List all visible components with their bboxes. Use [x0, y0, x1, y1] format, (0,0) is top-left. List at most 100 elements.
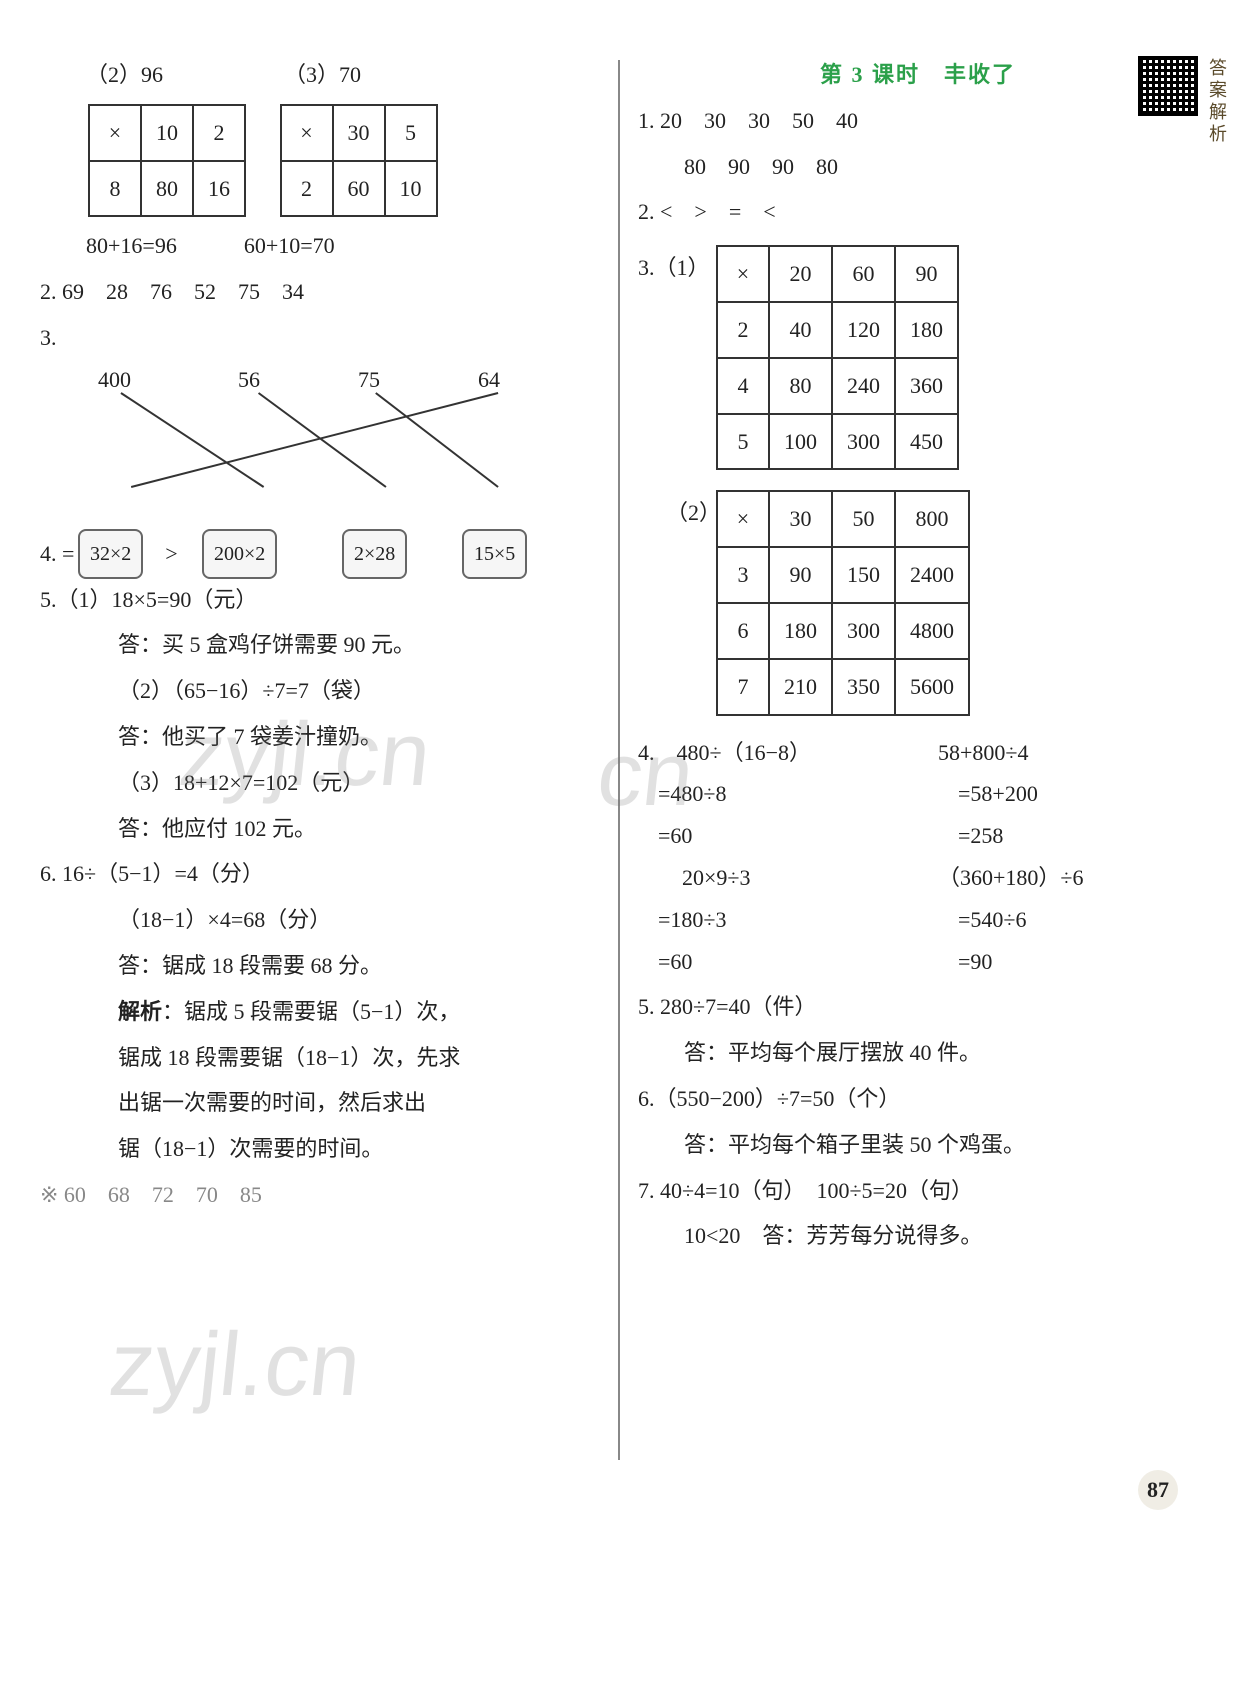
q6-2: （18−1）×4=68（分）: [40, 899, 600, 941]
cell: 80: [769, 358, 832, 414]
r-q5-2: 答：平均每个展厅摆放 40 件。: [638, 1032, 1198, 1074]
r-q6-1: 6.（550−200）÷7=50（个）: [638, 1078, 1198, 1120]
cell: 5600: [895, 659, 969, 715]
q4-block2: 20×9÷3 =180÷3 =60 （360+180）÷6 =540÷6 =90: [638, 857, 1198, 982]
line: =58+200: [938, 773, 1198, 815]
q3b-label: （2）: [666, 492, 721, 534]
bottom-box: 2×28: [342, 529, 407, 579]
q6-3: 答：锯成 18 段需要 68 分。: [40, 945, 600, 987]
cell: 20: [769, 246, 832, 302]
table-b: ×305 26010: [280, 104, 438, 218]
q6-exp1: 解析：锯成 5 段需要锯（5−1）次，: [40, 991, 600, 1033]
line-2-96: （2）96 （3）70: [40, 54, 600, 96]
q5-3: （3）18+12×7=102（元）: [40, 762, 600, 804]
cell: 16: [193, 161, 245, 217]
q1b: 80 90 90 80: [638, 146, 1198, 188]
line: =540÷6: [938, 899, 1198, 941]
cell: 210: [769, 659, 832, 715]
matching-lines: [70, 359, 600, 529]
label-jiexi: 解析: [118, 999, 162, 1024]
cell: 300: [832, 414, 895, 470]
cell: 100: [769, 414, 832, 470]
table-3b: ×3050800 3901502400 61803004800 72103505…: [716, 490, 970, 715]
table3a-wrap: 3.（1） ×206090 240120180 480240360 510030…: [662, 241, 1198, 474]
cell: 5: [717, 414, 769, 470]
cell: 8: [89, 161, 141, 217]
cell: 30: [333, 105, 385, 161]
cell: ×: [281, 105, 333, 161]
cell: 350: [832, 659, 895, 715]
q6-exp3: 出锯一次需要的时间，然后求出: [40, 1082, 600, 1124]
lesson-title: 第 3 课时 丰收了: [638, 54, 1198, 96]
column-divider: [618, 60, 620, 1460]
star-row: ※ 60 68 72 70 85: [40, 1174, 600, 1216]
r-q5-1: 5. 280÷7=40（件）: [638, 986, 1198, 1028]
cell: 150: [832, 547, 895, 603]
matching-diagram: 400 56 75 64 32×2 200×2 2×28 15×5: [70, 359, 600, 529]
r-q2: 2. < > = <: [638, 191, 1198, 233]
q5-2-ans: 答：他买了 7 袋姜汁撞奶。: [40, 716, 600, 758]
line: 58+800÷4: [938, 732, 1198, 774]
table3b-wrap: （2） ×3050800 3901502400 61803004800 7210…: [662, 486, 1198, 719]
q1a: 1. 20 30 30 50 40: [638, 100, 1198, 142]
cell: 7: [717, 659, 769, 715]
cell: 360: [895, 358, 958, 414]
cell: 3: [717, 547, 769, 603]
cell: 40: [769, 302, 832, 358]
q2: 2. 69 28 76 52 75 34: [40, 271, 600, 313]
page: （2）96 （3）70 ×102 88016 ×305 26010 80+16=…: [40, 50, 1210, 1460]
q3a-label: 3.（1）: [638, 247, 710, 289]
cell: 90: [895, 246, 958, 302]
cell: 180: [895, 302, 958, 358]
q5-1-ans: 答：买 5 盒鸡仔饼需要 90 元。: [40, 624, 600, 666]
table-a: ×102 88016: [88, 104, 246, 218]
watermark: zyjl.cn: [101, 1280, 369, 1451]
cell: 90: [769, 547, 832, 603]
r-q7-2: 10<20 答：芳芳每分说得多。: [638, 1215, 1198, 1257]
cell: 180: [769, 603, 832, 659]
cell: 6: [717, 603, 769, 659]
cell: 2: [193, 105, 245, 161]
qr-code-icon: [1138, 56, 1198, 116]
cell: 50: [832, 491, 895, 547]
line: =258: [938, 815, 1198, 857]
cell: 60: [832, 246, 895, 302]
cell: 10: [385, 161, 437, 217]
cell: 2: [281, 161, 333, 217]
cell: 4800: [895, 603, 969, 659]
cell: 2: [717, 302, 769, 358]
text: ：锯成 5 段需要锯（5−1）次，: [162, 999, 460, 1024]
right-column: 答案解析 第 3 课时 丰收了 1. 20 30 30 50 40 80 90 …: [638, 50, 1198, 1460]
cell: 2400: [895, 547, 969, 603]
cell: 60: [333, 161, 385, 217]
text: （2）96: [86, 62, 163, 87]
cell: 240: [832, 358, 895, 414]
text: 60+10=70: [244, 233, 335, 258]
cell: ×: [717, 246, 769, 302]
text: （3）70: [284, 62, 361, 87]
tables-pair: ×102 88016 ×305 26010: [40, 100, 446, 222]
cell: 800: [895, 491, 969, 547]
line: =90: [938, 941, 1198, 983]
q5-2: （2）（65−16）÷7=7（袋）: [40, 670, 600, 712]
line: =60: [638, 941, 898, 983]
r-q6-2: 答：平均每个箱子里装 50 个鸡蛋。: [638, 1124, 1198, 1166]
line: =480÷8: [638, 773, 898, 815]
cell: 30: [769, 491, 832, 547]
q6-1: 6. 16÷（5−1）=4（分）: [40, 853, 600, 895]
cell: 120: [832, 302, 895, 358]
r-q7-1: 7. 40÷4=10（句） 100÷5=20（句）: [638, 1170, 1198, 1212]
sum-row: 80+16=96 60+10=70: [40, 225, 600, 267]
line: =60: [638, 815, 898, 857]
q6-exp2: 锯成 18 段需要锯（18−1）次，先求: [40, 1037, 600, 1079]
q6-exp4: 锯（18−1）次需要的时间。: [40, 1128, 600, 1170]
q3-label: 3.: [40, 317, 600, 359]
cell: 4: [717, 358, 769, 414]
cell: ×: [89, 105, 141, 161]
bottom-box: 32×2: [78, 529, 143, 579]
page-number: 87: [1138, 1470, 1178, 1510]
cell: 80: [141, 161, 193, 217]
side-label: 答案解析: [1200, 58, 1234, 146]
left-column: （2）96 （3）70 ×102 88016 ×305 26010 80+16=…: [40, 50, 600, 1460]
bottom-box: 200×2: [202, 529, 277, 579]
